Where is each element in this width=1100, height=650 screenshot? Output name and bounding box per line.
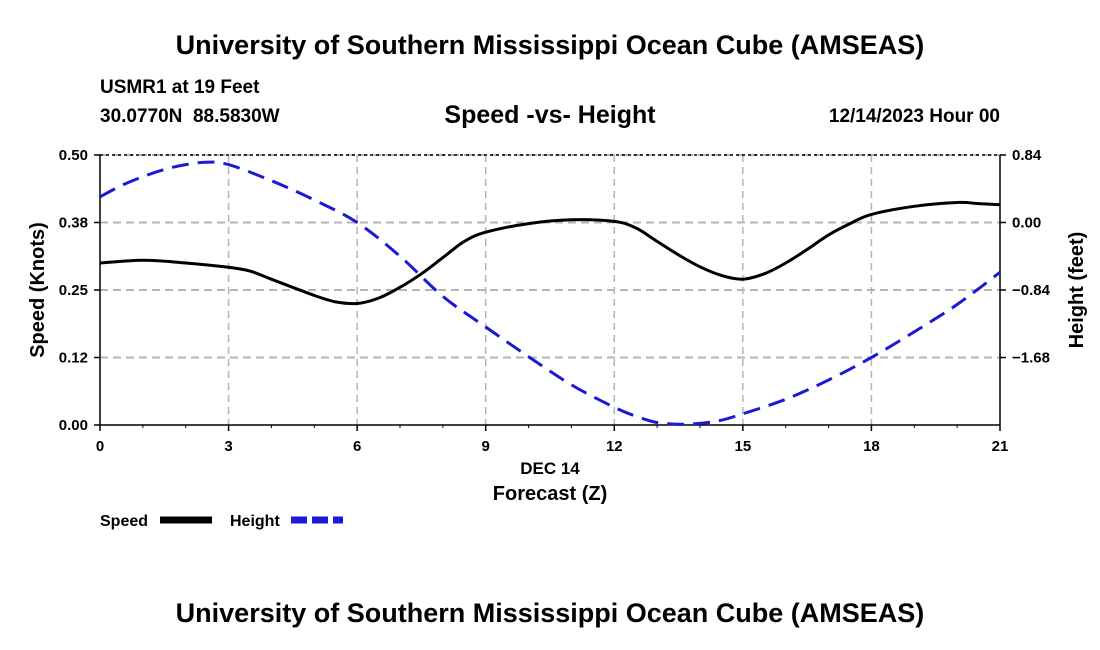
x-tick-label: 6 <box>353 438 361 455</box>
chart-title-bottom: University of Southern Mississippi Ocean… <box>175 598 925 628</box>
x-tick-label: 18 <box>863 438 880 455</box>
y2-tick-label: 0.00 <box>1012 215 1041 232</box>
speed-series-line <box>99 200 1001 306</box>
x-axis-date-label: DEC 14 <box>520 459 580 478</box>
legend-label-height: Height <box>230 513 280 530</box>
y-axis-label: Speed (Knots) <box>27 222 49 358</box>
x-axis-label: Forecast (Z) <box>493 483 607 505</box>
y2-tick-label: −0.84 <box>1012 282 1051 299</box>
station-label: USMR1 at 19 Feet <box>100 77 260 98</box>
y2-axis-label: Height (feet) <box>1066 232 1088 349</box>
y-tick-label: 0.50 <box>59 147 88 164</box>
x-tick-label: 0 <box>96 438 104 455</box>
y-tick-label: 0.12 <box>59 350 88 367</box>
coordinates-label: 30.0770N 88.5830W <box>100 106 280 127</box>
y2-tick-label: −1.68 <box>1012 350 1050 367</box>
x-tick-label: 21 <box>992 438 1009 455</box>
x-tick-label: 9 <box>482 438 490 455</box>
datetime-label: 12/14/2023 Hour 00 <box>828 106 1000 127</box>
y2-tick-label: 0.84 <box>1012 147 1042 164</box>
y-tick-label: 0.38 <box>59 215 88 232</box>
height-series-line <box>99 160 1001 426</box>
chart-subtitle: Speed -vs- Height <box>444 101 656 129</box>
legend-label-speed: Speed <box>100 513 148 530</box>
y-tick-label: 0.00 <box>59 417 88 434</box>
y-tick-label: 0.25 <box>59 282 88 299</box>
x-tick-label: 15 <box>735 438 752 455</box>
x-tick-label: 12 <box>606 438 623 455</box>
chart-title-top: University of Southern Mississippi Ocean… <box>175 30 925 60</box>
x-tick-label: 3 <box>224 438 232 455</box>
